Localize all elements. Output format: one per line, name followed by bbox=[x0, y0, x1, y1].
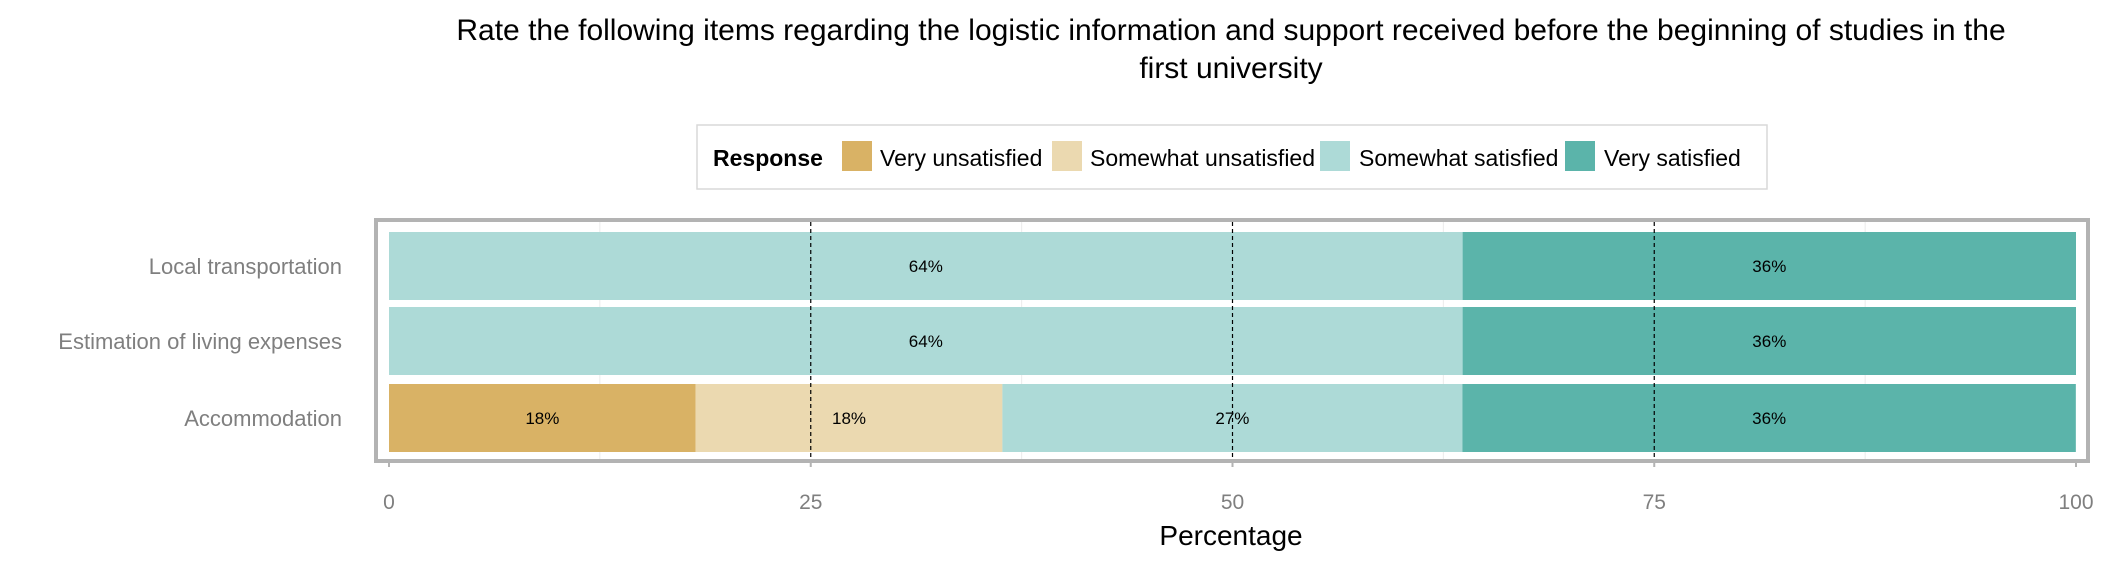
x-tick-label: 100 bbox=[2058, 491, 2093, 514]
legend-swatch bbox=[1565, 141, 1595, 171]
x-tick-label: 25 bbox=[799, 491, 822, 514]
bar-value-label: 36% bbox=[1752, 257, 1786, 276]
legend-label: Very satisfied bbox=[1604, 145, 1741, 171]
legend-swatch bbox=[1052, 141, 1082, 171]
chart-title-line-1: Rate the following items regarding the l… bbox=[456, 14, 2005, 47]
y-tick-label: Local transportation bbox=[149, 254, 342, 279]
bar-value-label: 64% bbox=[909, 257, 943, 276]
plot-area: 64% 36%64% 36%18% 18% 27% 36% bbox=[374, 218, 2090, 463]
legend-label: Very unsatisfied bbox=[880, 145, 1042, 171]
bar-value-label: 36% bbox=[1752, 332, 1786, 351]
bar-segment bbox=[389, 384, 696, 452]
bar-value-label: 36% bbox=[1752, 409, 1786, 428]
x-tick-label: 75 bbox=[1643, 491, 1666, 514]
legend-label: Somewhat satisfied bbox=[1359, 145, 1558, 171]
y-tick-label: Estimation of living expenses bbox=[58, 329, 342, 354]
bar-segment bbox=[695, 384, 1003, 452]
x-tick-label: 0 bbox=[383, 491, 395, 514]
y-tick-label: Accommodation bbox=[184, 406, 342, 431]
legend: Response Very unsatisfied Somewhat unsati… bbox=[696, 124, 1768, 190]
x-axis-title: Percentage bbox=[1159, 520, 1302, 551]
bar-segment bbox=[389, 307, 1463, 375]
legend-title: Response bbox=[713, 145, 823, 171]
bar-segment bbox=[389, 232, 1463, 300]
legend-label: Somewhat unsatisfied bbox=[1090, 145, 1315, 171]
chart-title-line-2: first university bbox=[1139, 52, 1322, 85]
x-tick-label: 50 bbox=[1221, 491, 1244, 514]
bar-value-label: 18% bbox=[525, 409, 559, 428]
legend-swatch bbox=[1320, 141, 1350, 171]
bar-segment bbox=[1462, 307, 2076, 375]
chart-title: Rate the following items regarding the l… bbox=[456, 14, 2005, 85]
bar-segment bbox=[1462, 232, 2076, 300]
bar-segment bbox=[1462, 384, 2076, 452]
bar-value-label: 64% bbox=[909, 332, 943, 351]
legend-swatch bbox=[842, 141, 872, 171]
bar-value-label: 18% bbox=[832, 409, 866, 428]
